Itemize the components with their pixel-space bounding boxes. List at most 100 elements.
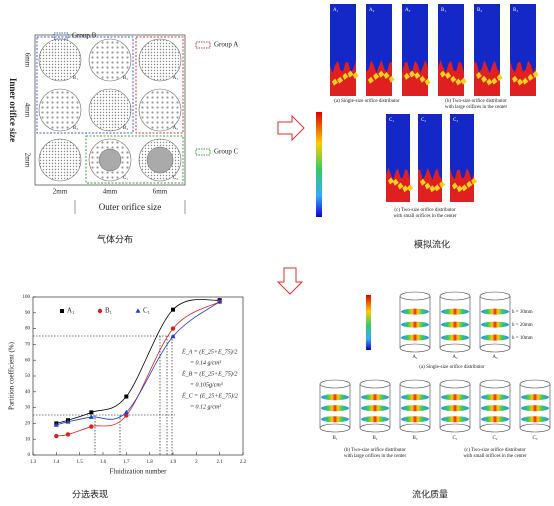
group-label: Group C — [214, 148, 239, 156]
x-label: 6mm — [153, 188, 168, 196]
panel-label: B₂ — [477, 8, 482, 13]
sim-bed — [418, 167, 442, 202]
caption-line: (a) Single-size orifice distributor — [419, 365, 485, 370]
sim-bed — [402, 60, 428, 96]
cylinder-label: A₃ — [492, 355, 498, 360]
cell-label: A₂ — [173, 126, 179, 131]
cylinder-slice — [321, 405, 349, 412]
caption-line: (b) Two-size orifice distributor — [344, 448, 406, 453]
cylinder-top — [399, 379, 431, 389]
panel-label: A₂ — [369, 8, 375, 13]
x-tick-label: 1.5 — [77, 460, 84, 465]
arrow-down — [276, 267, 304, 295]
x-axis-label: Outer orifice size — [99, 202, 161, 212]
sim-bubbles — [476, 71, 503, 86]
reference-lines — [33, 335, 175, 455]
cylinder-top — [359, 379, 391, 389]
cylinder-base — [479, 423, 511, 433]
group-label: Group A — [214, 41, 238, 49]
group-label: Group B — [72, 32, 97, 40]
sim-bed — [474, 60, 500, 96]
y-tick-label: 70 — [25, 343, 31, 348]
caption: 流化质量 — [412, 489, 448, 501]
x-label: 4mm — [103, 188, 118, 196]
cylinder-top — [479, 379, 511, 389]
cylinder-top — [439, 291, 471, 301]
colorbar — [316, 112, 322, 217]
legend-label: B₁ — [105, 307, 112, 315]
distributor — [38, 138, 82, 182]
sim-bubbles — [420, 178, 446, 193]
legend-marker — [97, 308, 103, 314]
cylinder-top — [479, 291, 511, 301]
cell-label: B₁ — [73, 76, 78, 81]
y-tick-label: 60 — [25, 358, 31, 363]
cylinder-base — [479, 343, 511, 353]
cylinder-slice — [441, 416, 469, 423]
y-tick-label: 10 — [25, 437, 31, 442]
cylinder-top — [519, 379, 551, 389]
panel-label: C₂ — [421, 118, 426, 123]
distributor — [38, 38, 82, 82]
cylinder-slice — [401, 321, 429, 328]
sim-bed — [510, 60, 536, 96]
distributor — [88, 88, 132, 132]
y-axis-label: Partition coefficient (%) — [8, 341, 16, 410]
cylinder-slice — [401, 416, 429, 423]
legend-swatch — [195, 41, 211, 49]
height-label: h = 20mm — [512, 323, 533, 328]
cylinder-base — [519, 423, 551, 433]
y-label: 4mm — [23, 103, 31, 118]
sim-bed — [450, 167, 474, 202]
y-tick-label: 80 — [25, 327, 31, 332]
cylinder-top — [439, 379, 471, 389]
cylinder-slice — [401, 334, 429, 341]
y-tick-label: 0 — [28, 453, 31, 458]
point — [65, 419, 71, 424]
panel-label: C₃ — [453, 118, 458, 123]
colorbar — [366, 295, 371, 350]
x-tick-label: 1.4 — [53, 460, 60, 465]
annotation: Ē_C = (E_25+E_75)/2 — [181, 392, 238, 399]
distributor — [138, 38, 182, 82]
point — [217, 299, 223, 304]
y-tick-label: 100 — [23, 295, 31, 300]
sim-bed — [386, 167, 410, 202]
point — [170, 333, 176, 339]
cell-label: C₂ — [173, 176, 178, 181]
cylinder-base — [399, 343, 431, 353]
caption-line: with small orifices in the center — [393, 214, 457, 219]
caption-line: (a) Single-size orifice distributor — [334, 99, 400, 104]
point — [124, 394, 129, 399]
cylinder-slice — [441, 394, 469, 401]
x-tick-label: 1.3 — [30, 460, 37, 465]
cylinder-top — [319, 379, 351, 389]
sim-bed — [330, 60, 356, 96]
cylinder-label: C₂ — [492, 436, 497, 441]
distributor — [88, 38, 132, 82]
cylinder-base — [319, 423, 351, 433]
panel-label: A₁ — [333, 8, 339, 13]
cylinder-slice — [361, 405, 389, 412]
cylinder-top — [399, 291, 431, 301]
x-tick-label: 2.1 — [217, 460, 224, 465]
legend-label: A₁ — [67, 307, 75, 315]
panel-label: A₃ — [405, 8, 411, 13]
x-tick-label: 1.8 — [147, 460, 154, 465]
annotation: = 0.12 g/cm³ — [190, 404, 221, 410]
cylinder-slice — [401, 308, 429, 315]
sim-bubbles — [404, 70, 431, 86]
cylinder-slice — [361, 416, 389, 423]
y-tick-label: 90 — [25, 311, 31, 316]
legend-marker — [60, 309, 64, 313]
cylinder-slice — [521, 394, 549, 401]
point — [170, 326, 176, 331]
grid-frame — [34, 34, 186, 186]
cylinder-slice — [441, 334, 469, 341]
point — [65, 432, 71, 437]
inner-zone — [146, 146, 174, 174]
legend-swatch — [195, 148, 211, 156]
legend-label: C₁ — [143, 307, 150, 315]
cell-label: B₂ — [123, 76, 128, 81]
cylinder-slice — [481, 334, 509, 341]
